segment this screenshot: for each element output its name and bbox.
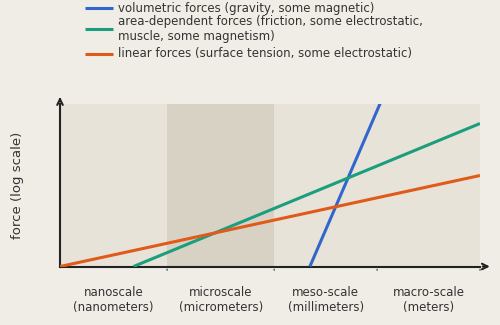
- Text: volumetric forces (gravity, some magnetic): volumetric forces (gravity, some magneti…: [118, 2, 374, 15]
- Bar: [167, 104, 274, 266]
- Text: macro-scale
(meters): macro-scale (meters): [392, 286, 464, 314]
- Bar: [377, 104, 480, 266]
- Text: microscale
(micrometers): microscale (micrometers): [178, 286, 263, 314]
- Bar: [274, 104, 377, 266]
- Bar: [60, 104, 167, 266]
- Text: nanoscale
(nanometers): nanoscale (nanometers): [74, 286, 154, 314]
- Text: linear forces (surface tension, some electrostatic): linear forces (surface tension, some ele…: [118, 47, 412, 60]
- Text: meso-scale
(millimeters): meso-scale (millimeters): [288, 286, 364, 314]
- Text: area-dependent forces (friction, some electrostatic,
muscle, some magnetism): area-dependent forces (friction, some el…: [118, 15, 422, 43]
- Text: force (log scale): force (log scale): [12, 132, 24, 239]
